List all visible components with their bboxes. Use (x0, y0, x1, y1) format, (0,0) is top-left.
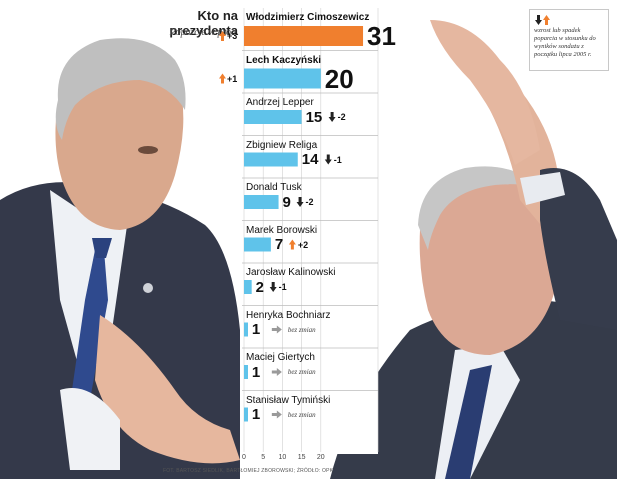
bar (244, 322, 248, 337)
change-label: +2 (297, 239, 309, 250)
left-person-photo (0, 38, 240, 479)
arrow-down-icon (328, 112, 336, 122)
bar-value-label: 1 (251, 321, 261, 338)
candidate-name-label: Włodzimierz Cimoszewicz (246, 12, 370, 23)
legend-text: wzrost lub spadek poparcia w stosunku do… (534, 27, 596, 58)
bar (244, 68, 321, 89)
bar-value-label: 20 (324, 63, 354, 94)
bar (244, 195, 279, 209)
candidate-name-label: Jarosław Kalinowski (246, 267, 336, 278)
x-tick-label: 5 (261, 454, 266, 461)
change-label: -2 (337, 112, 346, 122)
bar (244, 365, 248, 379)
x-tick-label: 10 (278, 454, 287, 461)
bar-value-label: 31 (367, 21, 396, 51)
bar (244, 110, 302, 124)
arrow-down-icon (324, 154, 332, 165)
bar-value-label: 15 (305, 108, 323, 126)
bar-value-label: 1 (251, 363, 261, 381)
arrow-down-icon (269, 282, 277, 292)
bar (244, 280, 252, 294)
bar (244, 237, 271, 252)
bar (244, 152, 298, 167)
bar-value-label: 14 (301, 151, 319, 168)
candidate-name-label: Maciej Giertych (246, 352, 315, 363)
legend-box: wzrost lub spadek poparcia w stosunku do… (529, 9, 609, 71)
arrow-down-icon (296, 197, 304, 207)
bar-value-label: 9 (282, 193, 291, 211)
bar-value-label: 2 (255, 278, 265, 296)
candidate-name-label: Zbigniew Religa (246, 139, 318, 151)
no-change-label: bez zmian (287, 410, 316, 419)
arrow-up-icon (219, 31, 226, 41)
bar (244, 26, 364, 46)
bar (244, 407, 248, 422)
no-change-label: bez zmian (287, 368, 316, 376)
x-tick-label: 0 (242, 454, 246, 461)
candidate-name-label: Donald Tusk (246, 182, 302, 193)
change-label: -1 (333, 154, 342, 165)
legend-arrows (534, 13, 604, 25)
arrow-right-icon (271, 368, 282, 376)
chart-subtitle: Poparcie w proc. (169, 27, 238, 38)
x-tick-label: 15 (297, 454, 306, 461)
arrow-up-icon (543, 15, 550, 25)
candidate-name-label: Lech Kaczyński (246, 54, 322, 66)
candidate-name-label: Henryka Bochniarz (246, 309, 331, 321)
source-credit: FOT. BARTOSZ SIEDLIK, BARTŁOMIEJ ZBOROWS… (163, 468, 334, 474)
change-label: -2 (305, 197, 314, 207)
arrow-up-icon (219, 73, 226, 84)
arrow-down-icon (535, 15, 542, 25)
arrow-right-icon (271, 410, 282, 419)
candidate-name-label: Marek Borowski (246, 224, 318, 236)
change-label: -1 (278, 282, 287, 292)
change-label: +1 (227, 73, 238, 84)
arrow-right-icon (271, 325, 282, 334)
bar-value-label: 7 (274, 236, 284, 253)
candidate-name-label: Stanisław Tymiński (246, 394, 331, 406)
right-person-photo (330, 20, 617, 479)
x-tick-label: 20 (316, 454, 325, 461)
no-change-label: bez zmian (287, 325, 316, 334)
arrow-up-icon (288, 239, 296, 250)
change-label: +3 (227, 31, 238, 41)
candidate-name-label: Andrzej Lepper (246, 97, 314, 108)
bar-value-label: 1 (251, 406, 261, 423)
